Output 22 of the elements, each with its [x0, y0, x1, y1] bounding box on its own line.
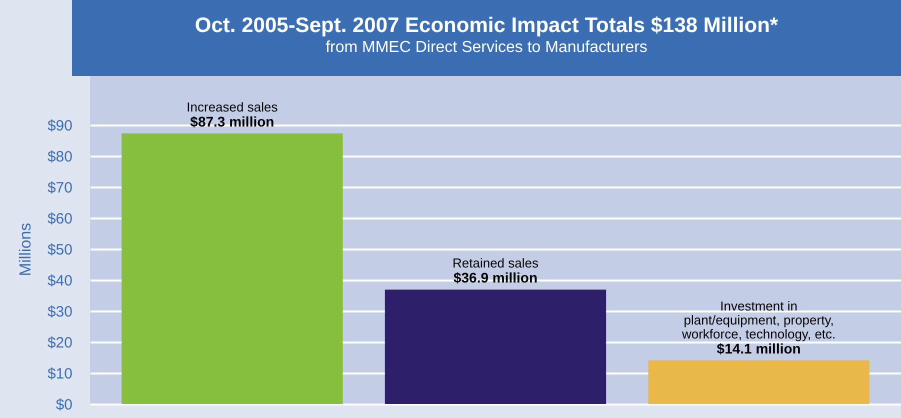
chart-title: Oct. 2005-Sept. 2007 Economic Impact Totals $138 Million*: [194, 14, 780, 38]
y-tick-label: $70: [47, 180, 72, 196]
y-tick-label: $90: [47, 118, 72, 134]
bar: [384, 290, 606, 404]
data-label: $36.9 million: [453, 270, 538, 286]
y-tick-label: $20: [47, 334, 72, 352]
bar: [648, 360, 870, 404]
y-tick-label: $60: [47, 210, 72, 228]
y-axis-title: Millions: [17, 222, 34, 276]
bar: [122, 133, 343, 404]
data-label: $87.3 million: [190, 113, 274, 130]
x-tick-label: Investment in plant/equipment, property, workforce, technology, etc.: [680, 298, 836, 342]
y-tick-label: $40: [47, 272, 72, 290]
x-tick-label: Retained sales: [452, 256, 539, 271]
y-tick-label: $10: [47, 366, 72, 382]
y-tick-label: $30: [47, 304, 72, 320]
y-tick-label: $80: [47, 148, 72, 166]
data-label: $14.1 million: [716, 340, 801, 356]
chart-subtitle: from MMEC Direct Services to Manufacturers: [324, 39, 648, 57]
y-tick-label: $50: [47, 242, 72, 258]
y-tick-label: $0: [56, 396, 72, 414]
x-tick-label: Increased sales: [186, 99, 278, 114]
